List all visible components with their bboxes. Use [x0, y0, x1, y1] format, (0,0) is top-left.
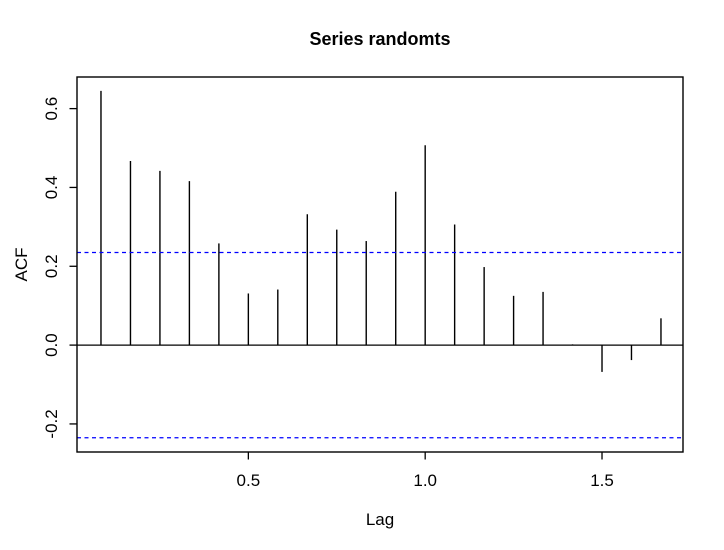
chart-title: Series randomts — [309, 29, 450, 49]
plot-box — [76, 76, 684, 453]
y-tick-label: 0.4 — [42, 176, 61, 200]
y-tick-label: 0.6 — [42, 97, 61, 121]
x-tick-label: 0.5 — [237, 471, 261, 490]
y-tick-label: -0.2 — [42, 409, 61, 438]
confidence-lines-group — [77, 251, 683, 439]
x-axis-title: Lag — [366, 510, 394, 529]
y-axis-title: ACF — [12, 248, 31, 282]
x-tick-label: 1.5 — [590, 471, 614, 490]
y-tick-label: 0.0 — [42, 333, 61, 357]
y-tick-label: 0.2 — [42, 254, 61, 278]
axes-group: -0.2 0.0 0.2 0.4 0.6 0.5 1.0 1.5 — [42, 76, 684, 490]
acf-spikes-group — [100, 90, 662, 372]
x-tick-label: 1.0 — [413, 471, 437, 490]
